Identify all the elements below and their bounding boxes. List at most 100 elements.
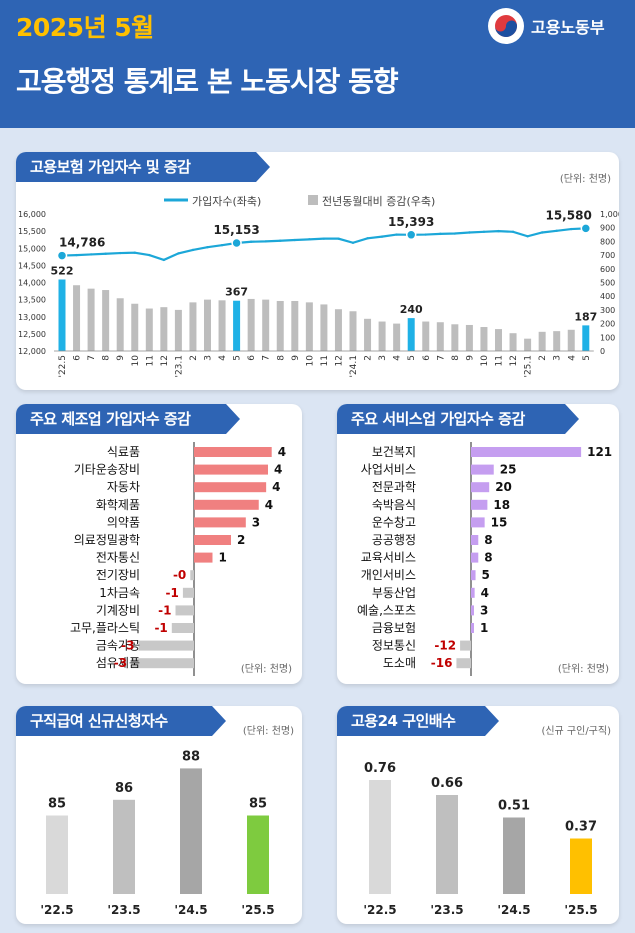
y-right-tick: 900 <box>600 224 615 233</box>
category-bar <box>194 535 231 545</box>
y-left-tick: 13,500 <box>18 296 46 305</box>
bar-change <box>509 333 517 351</box>
line-point <box>526 235 529 238</box>
category-label: 섬유제품 <box>96 656 140 670</box>
line-point <box>453 232 457 235</box>
jobs24-card: 고용24 구인배수 (신규 구인/구직) 0.76'22.5 0.66'23.5 0… <box>337 706 619 924</box>
category-label: 금융보험 <box>372 621 416 635</box>
category-bar <box>471 552 479 563</box>
x-tick-label: 2 <box>189 355 199 361</box>
manufacturing-title: 주요 제조업 가입자수 증감 <box>16 404 240 434</box>
year-bar <box>369 780 391 894</box>
category-bar <box>182 587 194 598</box>
services-unit: (단위: 천명) <box>557 664 609 675</box>
x-tick-label: 11 <box>145 355 155 366</box>
category-bar <box>471 464 494 475</box>
y-right-tick: 700 <box>600 251 615 260</box>
bar-change <box>524 338 532 351</box>
x-tick-label: '25.1 <box>524 355 534 378</box>
category-label: 개인서비스 <box>361 568 416 582</box>
category-label: 운수창고 <box>372 515 416 529</box>
x-tick-label: 9 <box>291 355 301 361</box>
category-label: 기계장비 <box>96 603 140 617</box>
jobs24-chart: 0.76 '22.5 0.66 '23.5 0.51 '24.5 0.37 '25.5 <box>363 761 597 917</box>
x-tick-label: '22.5 <box>40 903 73 917</box>
line-point <box>148 253 151 257</box>
x-tick-label: '22.5 <box>363 903 396 917</box>
line-point <box>308 238 311 241</box>
x-tick-label: 4 <box>393 355 403 361</box>
category-label: 의약품 <box>107 514 140 529</box>
category-bar <box>194 517 246 528</box>
line-value-label: 14,786 <box>59 236 105 250</box>
bar-change <box>58 279 66 351</box>
x-tick-label: 5 <box>233 355 243 361</box>
bar-change <box>567 329 575 351</box>
line-value-label: 15,393 <box>388 215 434 229</box>
category-bar <box>175 605 194 616</box>
x-tick-label: 5 <box>582 355 592 361</box>
line-point <box>206 246 209 249</box>
line-point <box>191 248 195 252</box>
x-tick-label: 4 <box>218 355 228 361</box>
jobs24-unit: (신규 구인/구직) <box>541 726 611 737</box>
category-label: 사업서비스 <box>361 463 416 477</box>
bar-change <box>451 324 459 351</box>
value-label: -16 <box>431 656 453 670</box>
category-bar <box>194 447 272 457</box>
bar-change <box>422 321 430 351</box>
value-label: 3 <box>480 603 488 617</box>
category-bar <box>190 570 194 581</box>
value-label: 1 <box>480 621 488 635</box>
line-subscribers <box>61 227 586 262</box>
x-tick-label: '23.5 <box>430 903 463 917</box>
category-label: 도소매 <box>383 656 416 670</box>
line-marker <box>405 229 417 241</box>
bar-change <box>160 307 168 351</box>
legend-line-label: 가입자수(좌축) <box>192 195 262 208</box>
x-tick-label: 2 <box>538 355 548 361</box>
line-value-label: 15,580 <box>545 208 591 222</box>
x-tick-label: 3 <box>553 355 563 361</box>
line-point <box>89 253 93 256</box>
category-label: 정보통신 <box>372 639 416 653</box>
bar-change <box>349 311 357 351</box>
value-label: 5 <box>482 568 490 582</box>
value-label: -0 <box>173 568 186 582</box>
insurance-unit: (단위: 천명) <box>559 174 611 185</box>
category-label: 1차금속 <box>99 586 140 600</box>
x-tick-label: 8 <box>451 355 461 361</box>
category-bar <box>456 658 471 669</box>
manufacturing-card: 주요 제조업 가입자수 증감 (단위: 천명) 식료품 4 기타운송장비 4 자동차 4 화… <box>16 404 302 684</box>
services-card: 주요 서비스업 가입자수 증감 (단위: 천명) 보건복지 121 사업서비스 25 전… <box>337 404 619 684</box>
category-bar <box>138 640 194 651</box>
category-bar <box>171 623 194 633</box>
ministry-logo <box>488 8 524 44</box>
category-label: 교육서비스 <box>361 551 416 565</box>
y-left-tick: 15,500 <box>18 227 46 236</box>
category-bar <box>194 499 259 510</box>
category-bar <box>131 658 194 669</box>
bar-value-label: 0.66 <box>431 776 463 791</box>
bar-change <box>262 299 270 351</box>
year-bar <box>436 795 458 894</box>
claims-title: 구직급여 신규신청자수 <box>16 706 226 736</box>
value-label: 20 <box>495 480 512 494</box>
x-tick-label: '23.5 <box>107 903 140 917</box>
ministry-name: 고용노동부 <box>531 18 605 37</box>
x-tick-label: '24.5 <box>174 903 207 917</box>
bar-change <box>102 290 110 351</box>
category-label: 예술,스포츠 <box>357 603 416 617</box>
category-bar <box>194 552 213 563</box>
value-label: 3 <box>252 515 260 529</box>
x-tick-label: 6 <box>422 355 432 361</box>
value-label: 8 <box>484 533 492 547</box>
y-left-tick: 12,000 <box>18 347 46 356</box>
category-bar <box>471 499 488 510</box>
insurance-chart: 16,000 15,500 15,000 14,500 14,000 13,500 13,0… <box>18 195 619 378</box>
bar-change <box>465 324 473 351</box>
x-tick-label: '25.5 <box>564 903 597 917</box>
y-left-tick: 12,500 <box>18 330 46 339</box>
header-banner: 2025년 5월 고용행정 통계로 본 노동시장 동향 고용노동부 <box>0 0 635 128</box>
manufacturing-unit: (단위: 천명) <box>240 664 292 675</box>
